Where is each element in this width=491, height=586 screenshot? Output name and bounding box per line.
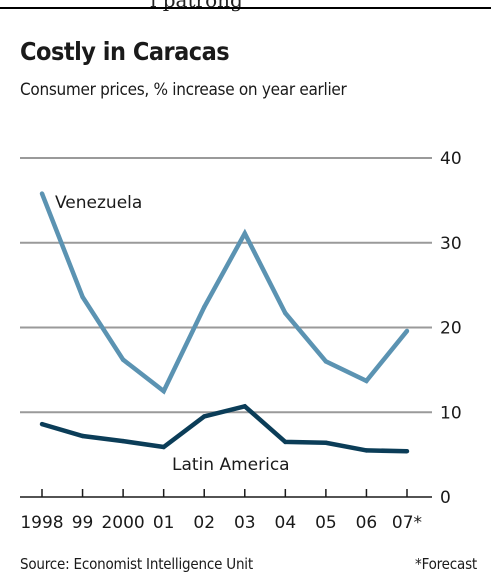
y-tick-label: 0 — [440, 488, 451, 508]
series-point-latin-america — [202, 414, 207, 419]
x-tick-label: 03 — [234, 513, 256, 533]
y-tick-label: 10 — [440, 403, 462, 423]
series-point-venezuela — [242, 231, 247, 236]
series-point-venezuela — [80, 294, 85, 300]
y-tick-label: 40 — [440, 149, 462, 169]
series-point-latin-america — [242, 404, 247, 409]
series-point-latin-america — [39, 421, 45, 427]
x-tick-label: 02 — [193, 513, 215, 533]
series-point-venezuela — [323, 359, 329, 364]
chart-title: Costly in Caracas — [20, 37, 230, 66]
x-tick-label: 99 — [72, 513, 94, 533]
series-point-latin-america — [283, 439, 288, 445]
source-note: Source: Economist Intelligence Unit — [20, 555, 253, 573]
series-point-venezuela — [161, 388, 166, 394]
x-tick-label: 06 — [356, 513, 378, 533]
chart-subtitle: Consumer prices, % increase on year earl… — [20, 80, 347, 100]
forecast-footnote: *Forecast — [415, 555, 477, 573]
y-tick-label: 30 — [440, 234, 462, 254]
series-point-venezuela — [202, 304, 207, 310]
series-label-venezuela: Venezuela — [55, 193, 142, 213]
series-point-latin-america — [364, 448, 369, 453]
series-point-latin-america — [120, 438, 126, 444]
series-point-latin-america — [80, 433, 85, 439]
series-label-latin-america: Latin America — [172, 455, 290, 475]
series-point-latin-america — [404, 449, 410, 454]
series-line-latin-america — [41, 403, 408, 454]
series-point-venezuela — [120, 357, 126, 362]
top-rule — [0, 7, 491, 9]
x-tick-label: 01 — [153, 513, 175, 533]
series-point-venezuela — [283, 310, 288, 316]
series-line-venezuela — [39, 192, 409, 395]
x-tick-label: 2000 — [101, 513, 144, 533]
x-tick-label: 04 — [275, 513, 297, 533]
series-point-venezuela — [364, 378, 369, 384]
series-point-venezuela — [39, 191, 45, 196]
x-tick-label: 05 — [315, 513, 337, 533]
series-point-latin-america — [323, 440, 329, 445]
y-tick-label: 20 — [440, 319, 462, 339]
top-clipped-text: i patrong — [150, 0, 243, 12]
x-tick-label: 07* — [392, 513, 422, 533]
series-point-latin-america — [161, 444, 166, 450]
series-point-venezuela — [404, 328, 410, 334]
x-tick-label: 1998 — [20, 513, 63, 533]
